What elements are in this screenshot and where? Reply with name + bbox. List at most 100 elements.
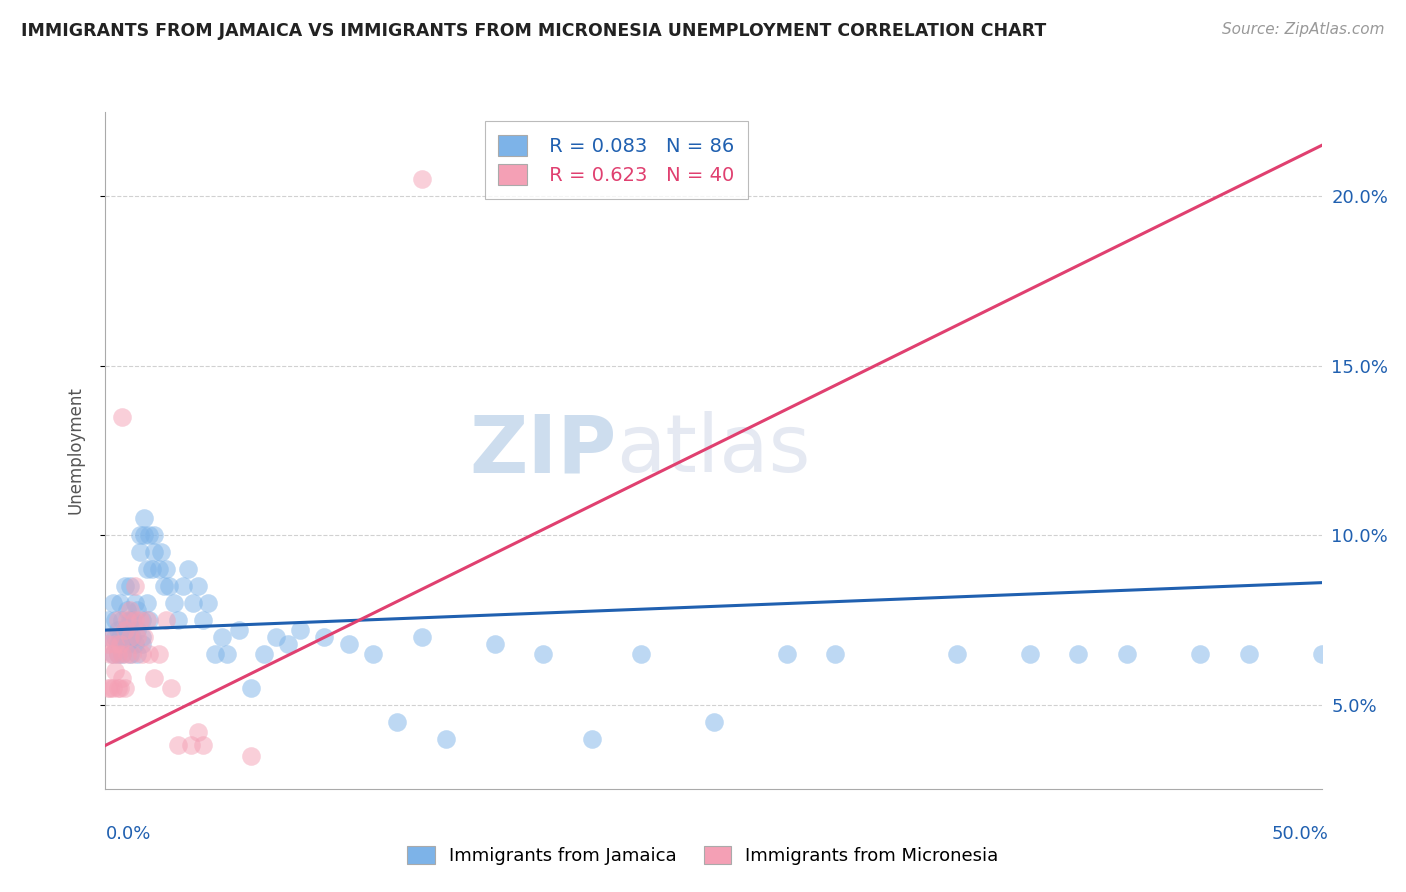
Point <box>107 613 129 627</box>
Point <box>141 562 163 576</box>
Point <box>117 620 139 634</box>
Text: atlas: atlas <box>616 411 811 490</box>
Point <box>111 409 134 424</box>
Text: 0.0%: 0.0% <box>105 825 150 843</box>
Point <box>124 613 146 627</box>
Point <box>288 623 311 637</box>
Point <box>114 681 136 695</box>
Point <box>107 647 129 661</box>
Point <box>97 637 120 651</box>
Point <box>945 647 967 661</box>
Point <box>150 545 173 559</box>
Point <box>124 637 146 651</box>
Point <box>148 647 170 661</box>
Point <box>160 681 183 695</box>
Point <box>191 613 214 627</box>
Point <box>101 647 124 661</box>
Point <box>187 579 209 593</box>
Point <box>135 562 157 576</box>
Point <box>153 579 176 593</box>
Point <box>211 630 233 644</box>
Point <box>1018 647 1040 661</box>
Point <box>155 613 177 627</box>
Point <box>204 647 226 661</box>
Point <box>135 596 157 610</box>
Legend:  R = 0.083   N = 86,  R = 0.623   N = 40: R = 0.083 N = 86, R = 0.623 N = 40 <box>485 121 748 199</box>
Point <box>434 731 457 746</box>
Point <box>131 630 153 644</box>
Point <box>107 647 129 661</box>
Point <box>167 613 190 627</box>
Point <box>775 647 797 661</box>
Point <box>197 596 219 610</box>
Point <box>143 528 166 542</box>
Point <box>167 739 190 753</box>
Point <box>143 545 166 559</box>
Point <box>124 596 146 610</box>
Point <box>277 637 299 651</box>
Point <box>630 647 652 661</box>
Point <box>124 579 146 593</box>
Point <box>104 630 127 644</box>
Point <box>121 630 143 644</box>
Point <box>108 637 131 651</box>
Point <box>581 731 603 746</box>
Point <box>107 681 129 695</box>
Point <box>217 647 239 661</box>
Point <box>361 647 384 661</box>
Point <box>824 647 846 661</box>
Point <box>117 603 139 617</box>
Point <box>125 630 148 644</box>
Point <box>125 603 148 617</box>
Point <box>138 613 160 627</box>
Point <box>702 714 725 729</box>
Point <box>134 511 156 525</box>
Point <box>131 613 153 627</box>
Point <box>104 613 127 627</box>
Point <box>117 637 139 651</box>
Text: ZIP: ZIP <box>470 411 616 490</box>
Point <box>111 647 134 661</box>
Point <box>98 630 121 644</box>
Point <box>1116 647 1139 661</box>
Point <box>138 647 160 661</box>
Point <box>117 647 139 661</box>
Point <box>181 596 204 610</box>
Point <box>101 681 124 695</box>
Point <box>111 613 134 627</box>
Point <box>177 562 200 576</box>
Point <box>121 647 143 661</box>
Point <box>97 681 120 695</box>
Point <box>191 739 214 753</box>
Point <box>484 637 506 651</box>
Text: 50.0%: 50.0% <box>1272 825 1329 843</box>
Point <box>118 630 141 644</box>
Point <box>264 630 287 644</box>
Point <box>114 623 136 637</box>
Point <box>121 613 143 627</box>
Point <box>111 671 134 685</box>
Point <box>1310 647 1333 661</box>
Point <box>101 596 124 610</box>
Point <box>114 630 136 644</box>
Point <box>240 748 263 763</box>
Point <box>118 603 141 617</box>
Point <box>411 172 433 186</box>
Point <box>411 630 433 644</box>
Point <box>98 681 121 695</box>
Point <box>117 613 139 627</box>
Point <box>98 630 121 644</box>
Point <box>134 630 156 644</box>
Point <box>118 647 141 661</box>
Point <box>111 647 134 661</box>
Point <box>118 630 141 644</box>
Point <box>128 545 150 559</box>
Y-axis label: Unemployment: Unemployment <box>66 386 84 515</box>
Point <box>252 647 274 661</box>
Point <box>162 596 184 610</box>
Point <box>1189 647 1212 661</box>
Point <box>337 637 360 651</box>
Legend: Immigrants from Jamaica, Immigrants from Micronesia: Immigrants from Jamaica, Immigrants from… <box>398 837 1008 874</box>
Point <box>108 630 131 644</box>
Point <box>97 613 120 627</box>
